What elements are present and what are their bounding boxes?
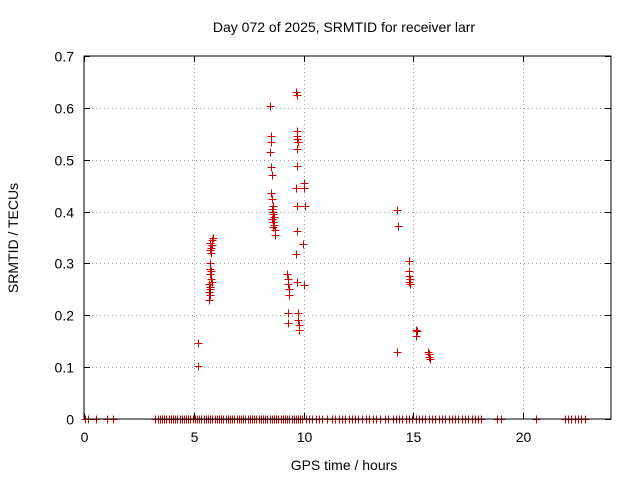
data-point xyxy=(267,138,276,147)
y-tick-label: 0.1 xyxy=(55,360,75,376)
x-tick-label: 15 xyxy=(406,429,422,445)
axis-ticks xyxy=(84,56,611,420)
data-point xyxy=(208,236,217,245)
data-point xyxy=(206,246,215,255)
data-point xyxy=(270,213,279,222)
y-axis-label: SRMTID / TECUs xyxy=(5,183,21,293)
data-point xyxy=(405,278,414,287)
data-point xyxy=(293,91,302,100)
y-tick-label: 0.6 xyxy=(55,101,75,117)
data-point xyxy=(293,202,302,211)
data-point xyxy=(270,221,279,230)
x-tick-label: 5 xyxy=(191,429,199,445)
data-point xyxy=(424,348,433,357)
x-tick-label: 10 xyxy=(297,429,313,445)
data-point xyxy=(271,231,280,240)
data-point xyxy=(283,270,292,279)
data-point xyxy=(208,278,217,287)
data-point xyxy=(300,281,309,290)
data-point xyxy=(301,202,310,211)
data-points xyxy=(81,88,590,424)
data-point xyxy=(267,163,276,172)
data-point xyxy=(293,278,302,287)
data-point xyxy=(194,362,203,371)
tick-labels: 0 0.1 0.2 0.3 0.4 0.5 0.6 0.7 0 5 10 15 20 xyxy=(55,49,532,446)
y-tick-label: 0.2 xyxy=(55,308,75,324)
data-point xyxy=(207,267,216,276)
data-point xyxy=(293,162,302,171)
data-point xyxy=(293,145,302,154)
data-point xyxy=(284,319,293,328)
data-point xyxy=(294,138,303,147)
data-point xyxy=(426,355,435,364)
data-point xyxy=(393,206,402,215)
y-tick-label: 0 xyxy=(66,412,74,428)
data-point xyxy=(294,309,303,318)
data-point xyxy=(300,184,309,193)
data-point xyxy=(268,195,277,204)
data-point xyxy=(294,316,303,325)
x-axis-label: GPS time / hours xyxy=(291,457,398,473)
data-point xyxy=(413,327,422,336)
data-point xyxy=(205,288,214,297)
y-tick-label: 0.4 xyxy=(55,205,75,221)
x-tick-label: 0 xyxy=(81,429,89,445)
data-point xyxy=(293,227,302,236)
data-point xyxy=(292,250,301,259)
y-tick-label: 0.7 xyxy=(55,49,75,65)
data-point xyxy=(295,326,304,335)
data-point xyxy=(266,102,275,111)
data-point xyxy=(412,332,421,341)
data-point xyxy=(209,234,218,243)
data-point xyxy=(406,280,415,289)
x-tick-label: 20 xyxy=(516,429,532,445)
data-point xyxy=(393,348,402,357)
data-point xyxy=(425,353,434,362)
data-point xyxy=(206,259,215,268)
data-point xyxy=(194,339,203,348)
data-point xyxy=(285,291,294,300)
data-point xyxy=(268,171,277,180)
data-point xyxy=(299,240,308,249)
y-tick-label: 0.5 xyxy=(55,153,75,169)
plot-frame xyxy=(83,55,612,420)
data-point xyxy=(405,257,414,266)
data-point xyxy=(284,280,293,289)
data-point xyxy=(205,296,214,305)
y-tick-label: 0.3 xyxy=(55,256,75,272)
data-point xyxy=(292,184,301,193)
grid-lines xyxy=(84,56,611,419)
data-point xyxy=(266,148,275,157)
chart-title: Day 072 of 2025, SRMTID for receiver lar… xyxy=(213,19,476,35)
data-point xyxy=(267,189,276,198)
data-point xyxy=(394,222,403,231)
data-point xyxy=(284,309,293,318)
